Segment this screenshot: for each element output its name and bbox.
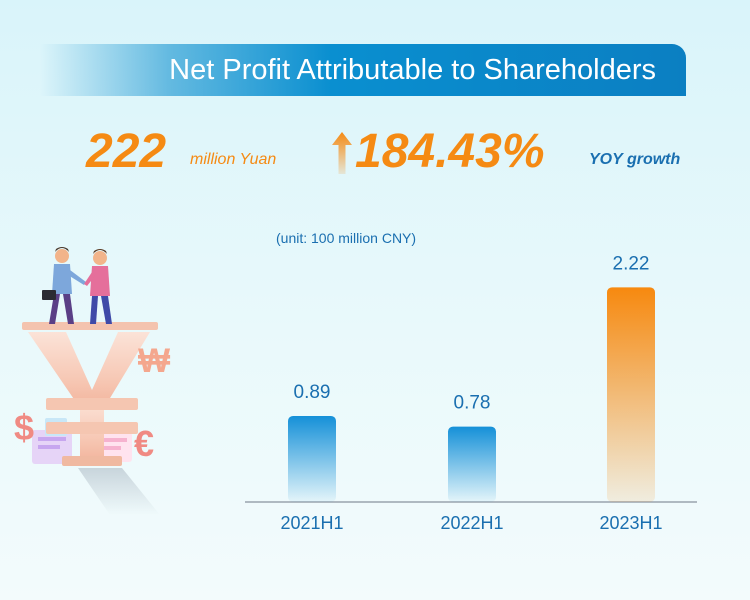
up-arrow-icon — [332, 132, 352, 174]
bar-2023H1 — [607, 287, 655, 502]
chart-title: Net Profit Attributable to Shareholders — [169, 54, 656, 86]
growth-label: YOY growth — [589, 151, 681, 168]
profit-value: 222 — [86, 125, 167, 178]
category-label: 2023H1 — [599, 513, 662, 533]
handshake-people-icon — [42, 247, 112, 324]
unit-label: (unit: 100 million CNY) — [276, 230, 417, 246]
finance-illustration: ₩ $ € — [14, 247, 171, 515]
bar-value-label: 0.89 — [294, 382, 331, 403]
dollar-sign-icon: $ — [14, 407, 34, 448]
won-sign-icon: ₩ — [138, 342, 171, 380]
title-banner: Net Profit Attributable to Shareholders — [40, 44, 686, 96]
category-label: 2021H1 — [280, 513, 343, 533]
yuan-sign-icon — [22, 322, 158, 466]
growth-value: 184.43% — [355, 125, 545, 178]
category-label: 2022H1 — [440, 513, 503, 533]
euro-sign-icon: € — [134, 423, 154, 464]
bar-2022H1 — [448, 426, 496, 502]
bar-value-label: 2.22 — [613, 253, 650, 274]
profit-unit: million Yuan — [190, 151, 277, 168]
bar-2021H1 — [288, 415, 336, 502]
bar-value-label: 0.78 — [454, 393, 491, 414]
